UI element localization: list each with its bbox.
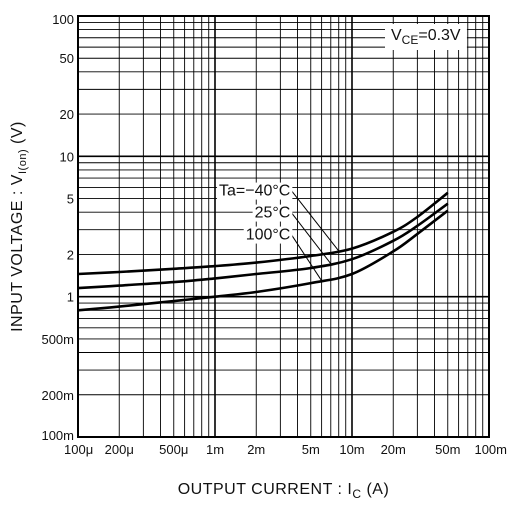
condition-box-background <box>385 24 467 50</box>
y-tick-labels: 100 50 20 10 5 2 1 500m 200m 100m <box>41 12 74 443</box>
x-tick-label: 200μ <box>105 442 134 457</box>
leader-line <box>290 190 340 252</box>
x-tick-label: 500μ <box>159 442 188 457</box>
label-leader-lines <box>290 190 340 281</box>
leader-line <box>290 212 332 265</box>
y-tick-label: 100m <box>41 428 74 443</box>
y-axis-title: INPUT VOLTAGE : VI(on) (V) <box>9 121 29 332</box>
y-tick-label: 500m <box>41 332 74 347</box>
series-label-background <box>243 226 293 244</box>
series-line <box>77 209 449 312</box>
x-tick-label: 1m <box>206 442 224 457</box>
major-gridlines <box>78 16 489 437</box>
y-tick-label: 200m <box>41 388 74 403</box>
x-axis-title: OUTPUT CURRENT : IC (A) <box>178 481 390 501</box>
series-label: 25°C <box>255 205 291 222</box>
y-tick-label: 10 <box>60 149 74 164</box>
y-tick-label: 100 <box>52 12 74 27</box>
y-tick-label: 20 <box>60 107 74 122</box>
y-tick-label: 2 <box>67 247 74 262</box>
x-tick-label: 20m <box>381 442 406 457</box>
x-tick-label: 100m <box>474 442 507 457</box>
x-tick-label: 5m <box>302 442 320 457</box>
leader-line <box>290 234 323 281</box>
condition-label: VCE=0.3V <box>391 27 461 47</box>
x-tick-label: 100μ <box>64 442 93 457</box>
series-labels: Ta=−40°C 25°C 100°C <box>217 182 293 244</box>
x-tick-labels: 100μ 200μ 500μ 1m 2m 5m 10m 20m 50m 100m <box>64 442 507 457</box>
y-tick-label: 1 <box>67 290 74 305</box>
series-line <box>77 191 449 276</box>
series-line <box>77 202 449 290</box>
x-tick-label: 10m <box>339 442 364 457</box>
series-lines <box>77 191 449 312</box>
x-tick-label: 50m <box>435 442 460 457</box>
series-label-background <box>217 182 293 200</box>
series-label: Ta=−40°C <box>219 183 290 200</box>
x-tick-label: 2m <box>247 442 265 457</box>
plot-frame <box>77 15 490 438</box>
y-tick-label: 50 <box>60 51 74 66</box>
y-tick-label: 5 <box>67 192 74 207</box>
series-label-background <box>252 204 293 222</box>
series-label: 100°C <box>246 227 291 244</box>
